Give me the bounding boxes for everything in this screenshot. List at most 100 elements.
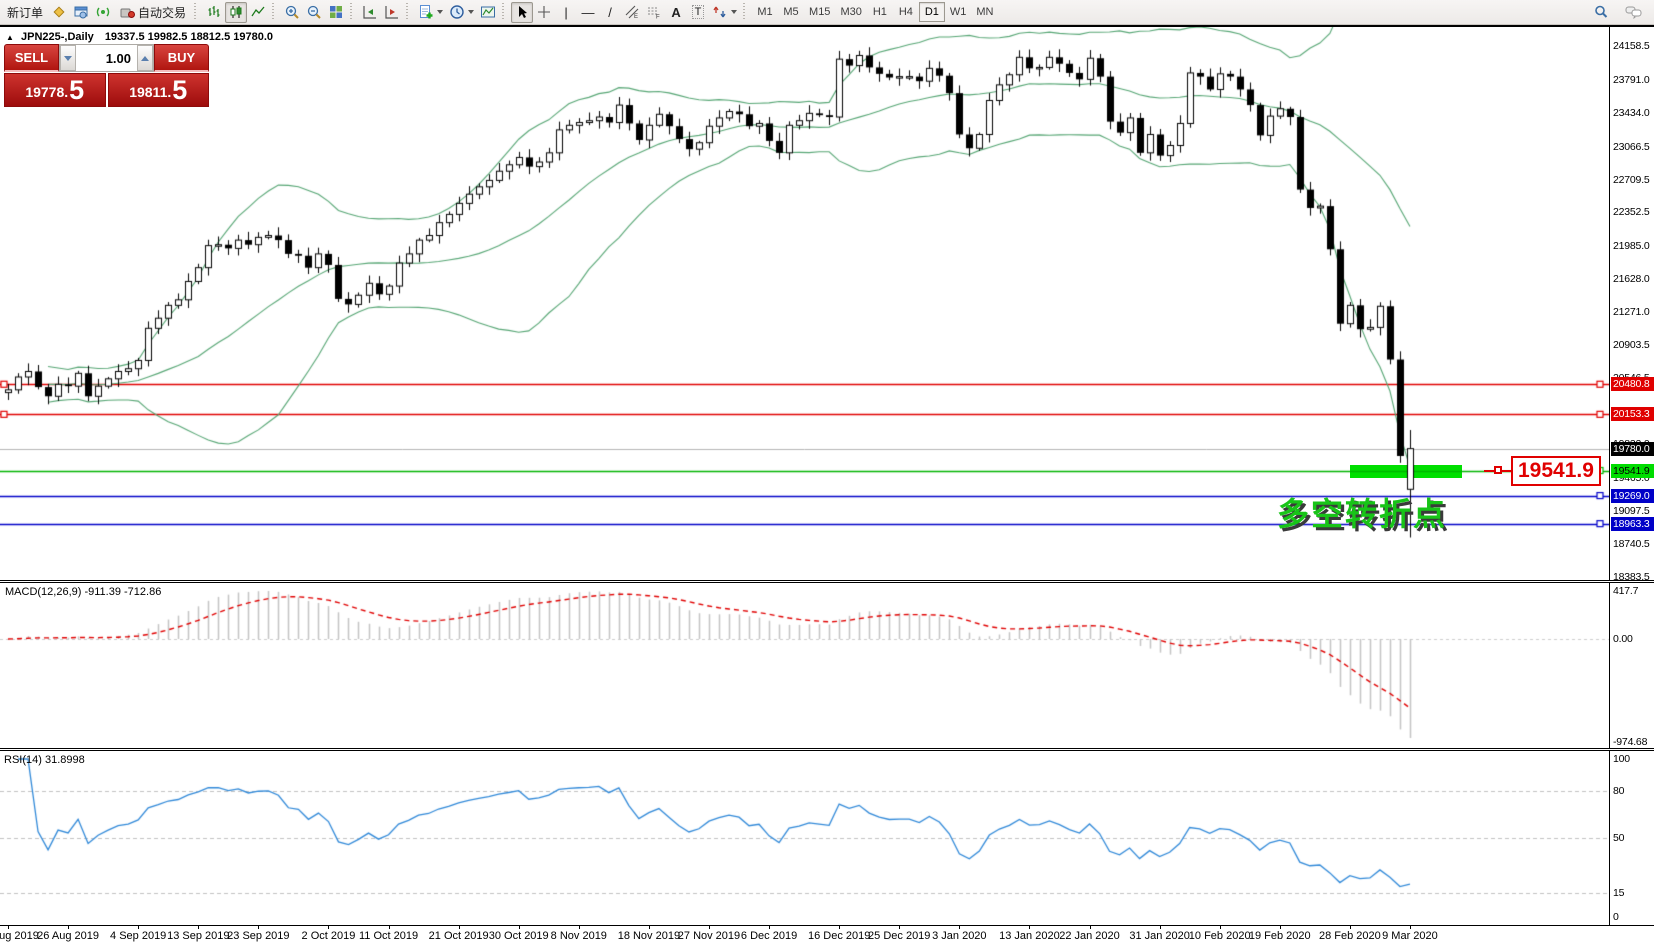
price-tick-label: 22352.5 xyxy=(1613,206,1650,219)
toolbar-drag-handle[interactable] xyxy=(502,3,509,21)
buy-price[interactable]: 19811. 5 xyxy=(107,73,209,107)
date-tick-mark xyxy=(1219,926,1221,929)
zoom-in-button[interactable] xyxy=(281,2,303,23)
horizontal-line-tool-button[interactable]: — xyxy=(577,2,599,23)
new-order-button[interactable]: 新订单 xyxy=(2,2,48,23)
turning-point-price-label[interactable]: 19541.9 xyxy=(1511,456,1601,486)
label-tool-button[interactable]: T xyxy=(687,2,709,23)
tile-windows-button[interactable] xyxy=(325,2,347,23)
templates-button[interactable] xyxy=(477,2,499,23)
line-chart-button[interactable] xyxy=(247,2,269,23)
date-tick-mark xyxy=(1349,926,1351,929)
volume-input[interactable] xyxy=(76,45,137,71)
candlestick-chart-button[interactable] xyxy=(225,1,248,23)
price-line-badge: 20480.8 xyxy=(1611,377,1654,392)
date-tick-mark xyxy=(839,926,841,929)
timeframe-w1-button[interactable]: W1 xyxy=(949,6,967,18)
date-label: 28 Feb 2020 xyxy=(1318,930,1381,942)
macd-indicator-canvas[interactable] xyxy=(0,583,1609,748)
toolbar-drag-handle[interactable] xyxy=(350,3,357,21)
periods-dropdown-caret[interactable] xyxy=(468,10,475,14)
date-tick-mark xyxy=(518,926,520,929)
arrows-dropdown-caret[interactable] xyxy=(731,10,738,14)
panel-separator[interactable] xyxy=(0,580,1654,583)
timeframe-h4-button[interactable]: H4 xyxy=(898,6,913,18)
sell-button[interactable]: SELL xyxy=(4,44,59,72)
zoom-out-icon xyxy=(307,5,321,19)
date-label: 13 Sep 2019 xyxy=(167,930,230,942)
timeframe-m30-button[interactable]: M30 xyxy=(840,6,862,18)
price-tick-label: 22709.5 xyxy=(1613,173,1650,186)
timeframe-h1-button[interactable]: H1 xyxy=(872,6,887,18)
chart-window-frame xyxy=(0,25,1654,27)
rsi-tick-label: 80 xyxy=(1613,784,1625,797)
buy-button[interactable]: BUY xyxy=(154,44,209,72)
rsi-indicator-canvas[interactable] xyxy=(0,751,1609,925)
crosshair-tool-button[interactable] xyxy=(533,2,555,23)
date-label: 18 Nov 2019 xyxy=(617,930,681,942)
sell-price[interactable]: 19778. 5 xyxy=(4,73,106,107)
price-axis[interactable]: 24158.5 23791.0 23434.0 23066.5 22709.5 22352… xyxy=(1609,27,1654,925)
date-tick-mark xyxy=(1409,926,1411,929)
date-tick-mark xyxy=(138,926,140,929)
sell-price-pips: 5 xyxy=(69,75,85,105)
search-button[interactable] xyxy=(1590,2,1612,23)
price-line-badge: 18963.3 xyxy=(1611,516,1654,531)
bar-chart-button[interactable] xyxy=(203,2,225,23)
auto-scroll-button[interactable] xyxy=(359,2,381,23)
sell-price-main: 19778. xyxy=(25,84,69,100)
terminal-button[interactable] xyxy=(70,2,92,23)
bar-chart-icon xyxy=(208,6,220,17)
date-tick-mark xyxy=(959,926,961,929)
toolbar-drag-handle[interactable] xyxy=(194,3,201,21)
date-tick-mark xyxy=(708,926,710,929)
crosshair-icon xyxy=(538,6,551,18)
collapse-triangle-icon[interactable]: ▲ xyxy=(6,33,14,42)
timeframe-m15-button[interactable]: M15 xyxy=(809,6,831,18)
date-label: 19 Feb 2020 xyxy=(1248,930,1311,942)
rsi-tick-label: 100 xyxy=(1613,753,1630,765)
price-tick-label: 23434.0 xyxy=(1613,106,1650,119)
add-indicator-dropdown-caret[interactable] xyxy=(437,10,444,14)
timeframe-d1-button[interactable]: D1 xyxy=(918,2,945,22)
date-label: 10 Feb 2020 xyxy=(1188,930,1251,942)
toolbar-drag-handle[interactable] xyxy=(406,3,413,21)
volume-increase-button[interactable] xyxy=(137,45,153,71)
text-tool-button[interactable]: A xyxy=(665,2,687,23)
signals-button[interactable] xyxy=(92,2,114,23)
date-tick-mark xyxy=(1089,926,1091,929)
price-label-anchor-handle[interactable] xyxy=(1494,466,1502,474)
new-order-label: 新订单 xyxy=(7,5,44,20)
date-label: 9 Mar 2020 xyxy=(1382,930,1438,942)
macd-tick-label: 417.7 xyxy=(1613,585,1639,598)
timeframe-mn-button[interactable]: MN xyxy=(976,6,994,18)
timeframe-m1-button[interactable]: M1 xyxy=(757,6,773,18)
date-label: 2 Oct 2019 xyxy=(301,930,356,942)
panel-separator[interactable] xyxy=(0,748,1654,751)
rsi-tick-label: 0 xyxy=(1613,911,1619,923)
timeframe-m5-button[interactable]: M5 xyxy=(783,6,799,18)
cursor-tool-button[interactable] xyxy=(511,1,534,23)
trendline-tool-button[interactable]: / xyxy=(599,2,621,23)
arrows-tool-button[interactable] xyxy=(709,2,740,23)
toolbar-drag-handle[interactable] xyxy=(743,3,750,21)
fibonacci-tool-button[interactable]: F xyxy=(643,2,665,23)
auto-trading-button[interactable]: 自动交易 xyxy=(114,2,191,23)
price-tick-label: 18740.5 xyxy=(1613,538,1650,551)
zoom-out-button[interactable] xyxy=(303,2,325,23)
market-watch-button[interactable] xyxy=(48,2,70,23)
chart-shift-button[interactable] xyxy=(381,2,403,23)
vertical-line-tool-button[interactable]: | xyxy=(555,2,577,23)
date-tick-mark xyxy=(198,926,200,929)
volume-decrease-button[interactable] xyxy=(60,45,76,71)
price-line-badge: 19780.0 xyxy=(1611,441,1654,456)
channel-tool-button[interactable]: E xyxy=(621,2,643,23)
add-indicator-button[interactable] xyxy=(415,2,446,23)
price-tick-label: 21985.0 xyxy=(1613,240,1650,253)
toolbar-drag-handle[interactable] xyxy=(272,3,279,21)
chat-button[interactable] xyxy=(1622,2,1646,23)
price-chart-canvas[interactable] xyxy=(0,27,1609,580)
turning-point-annotation[interactable]: 多空转折点 xyxy=(1277,496,1448,532)
periods-button[interactable] xyxy=(446,2,477,23)
